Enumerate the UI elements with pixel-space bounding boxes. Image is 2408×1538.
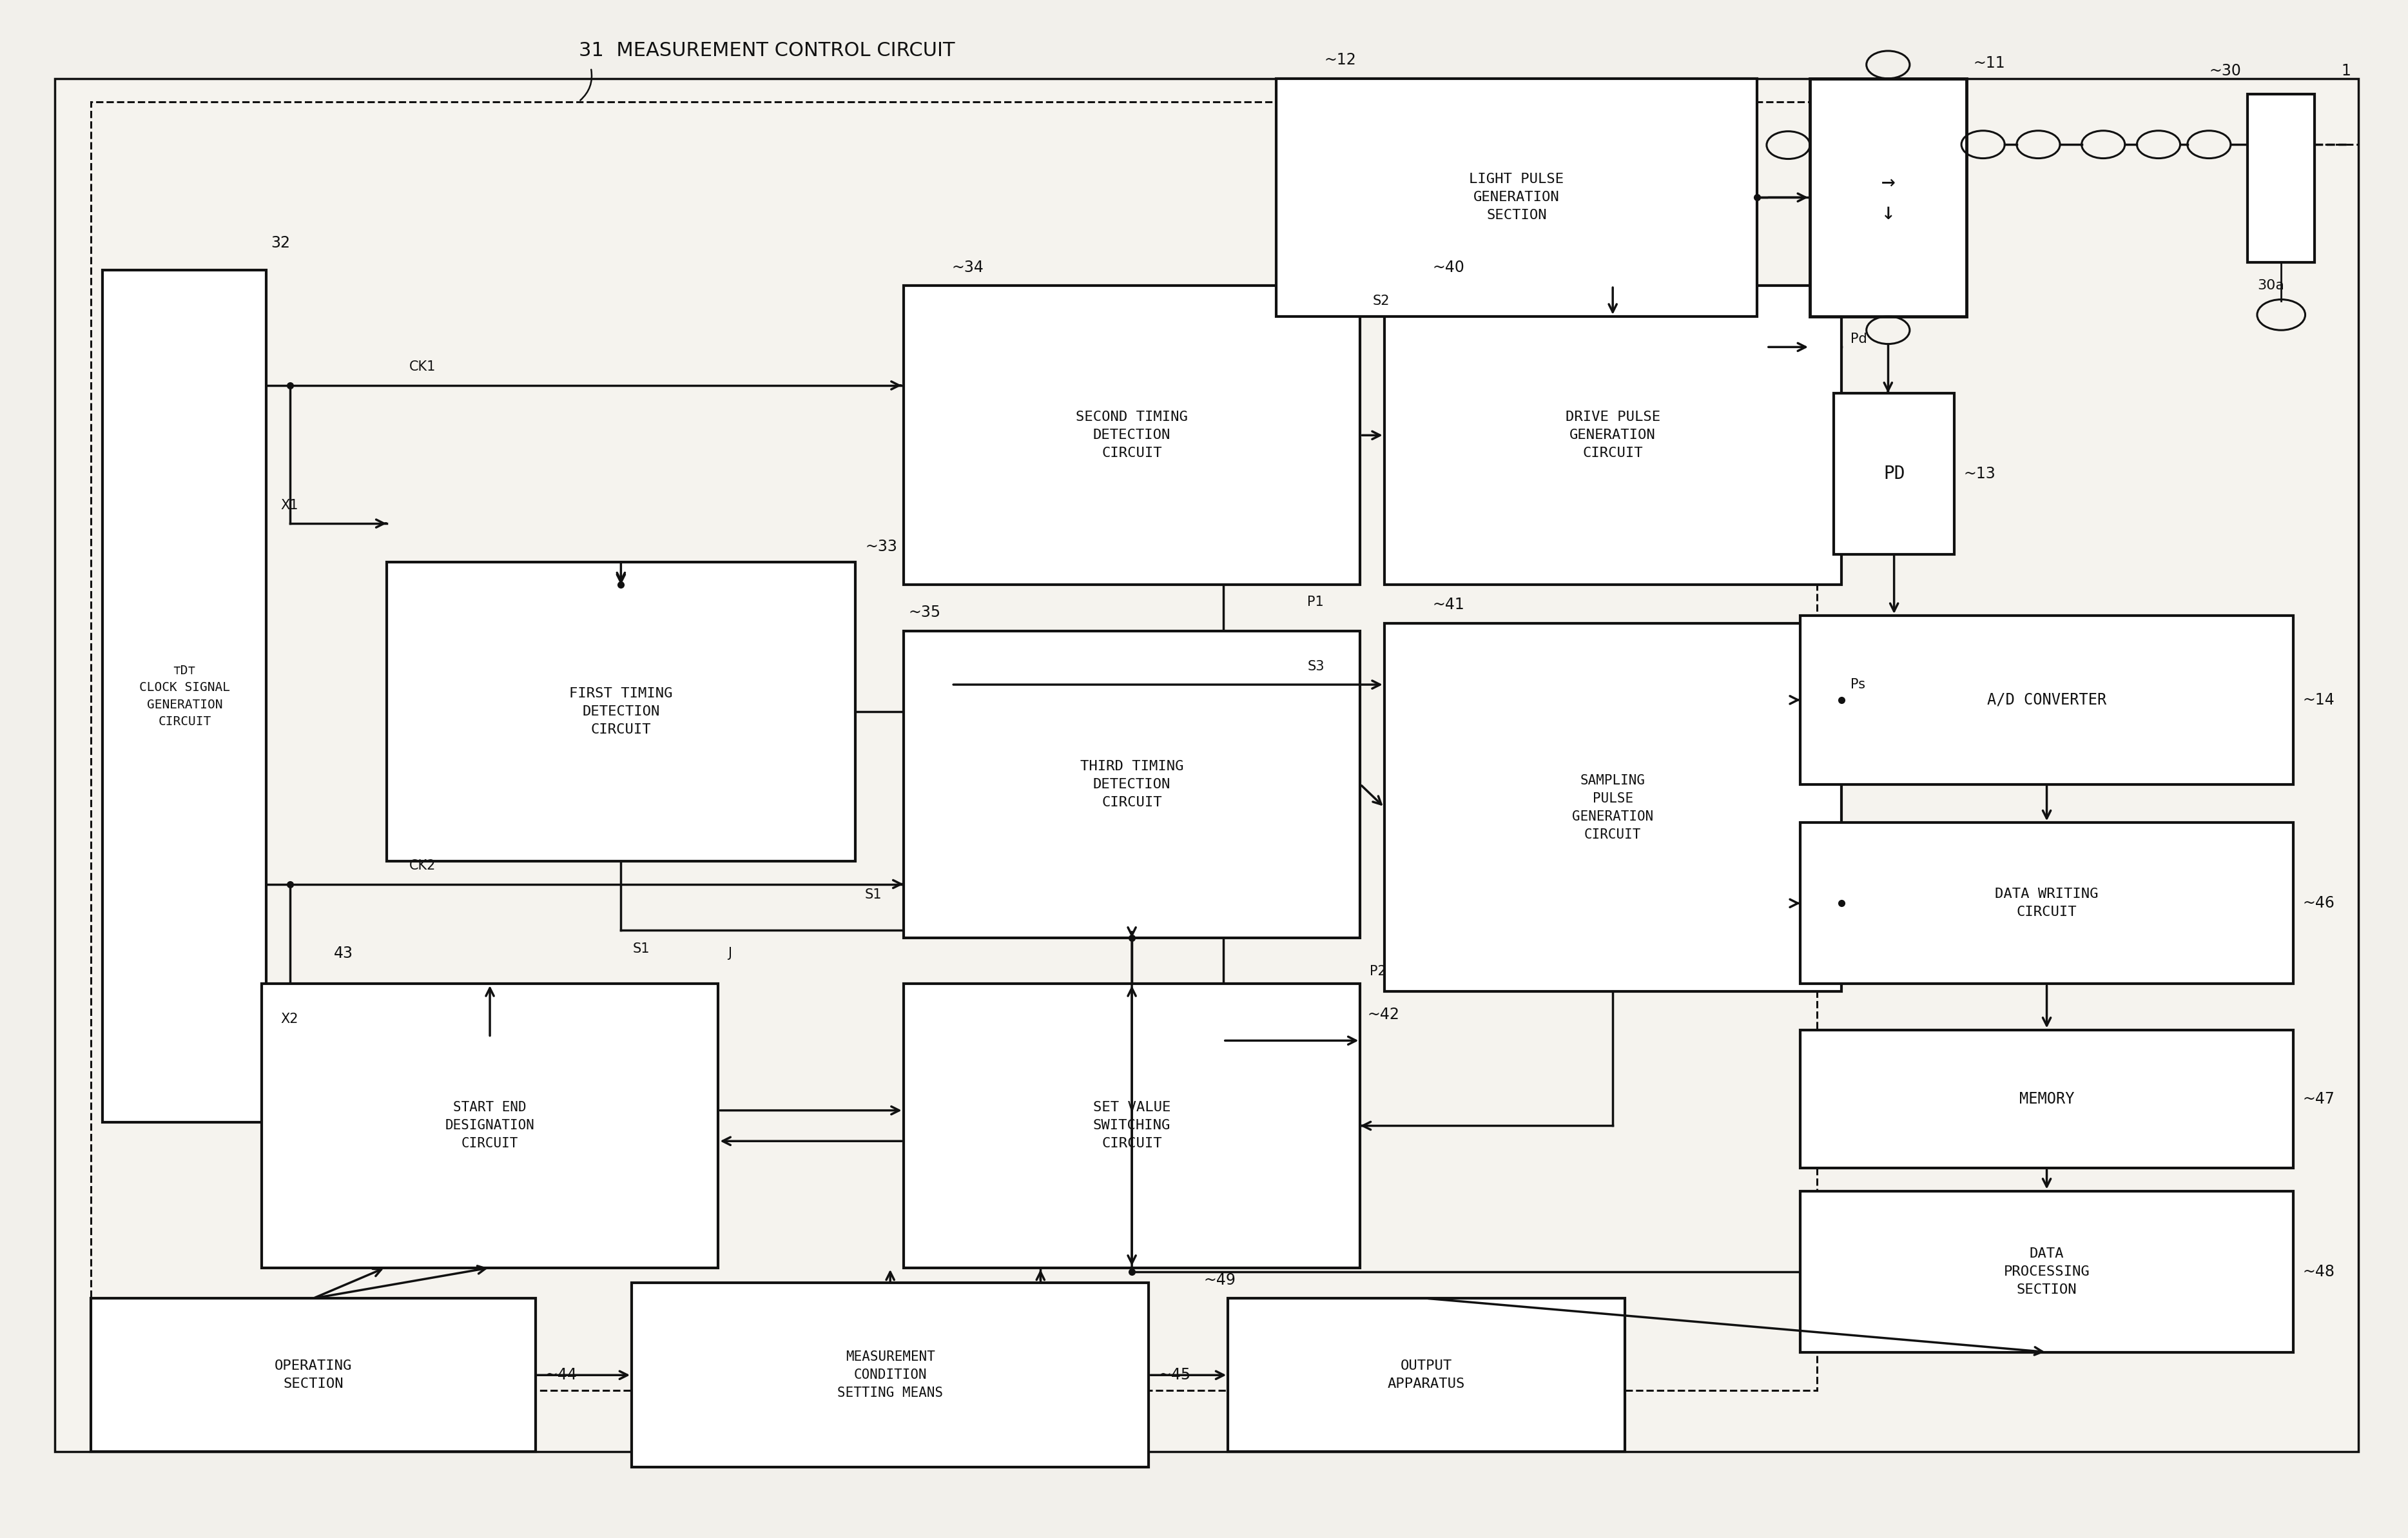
Text: Pd: Pd <box>1852 332 1866 346</box>
Text: P2: P2 <box>1370 966 1387 978</box>
Bar <box>1228 1298 1625 1452</box>
Bar <box>1801 615 2292 784</box>
Text: →
↓: → ↓ <box>1881 171 1895 223</box>
Text: THIRD TIMING
DETECTION
CIRCUIT: THIRD TIMING DETECTION CIRCUIT <box>1081 760 1185 809</box>
Text: OUTPUT
APPARATUS: OUTPUT APPARATUS <box>1387 1360 1464 1390</box>
Text: DRIVE PULSE
GENERATION
CIRCUIT: DRIVE PULSE GENERATION CIRCUIT <box>1565 411 1659 460</box>
Bar <box>104 271 267 1121</box>
Bar <box>2247 94 2314 263</box>
Text: ~35: ~35 <box>908 604 942 620</box>
Text: ~47: ~47 <box>2302 1090 2336 1107</box>
Text: P1: P1 <box>1308 595 1324 608</box>
Text: SET VALUE
SWITCHING
CIRCUIT: SET VALUE SWITCHING CIRCUIT <box>1093 1101 1170 1150</box>
Text: ~42: ~42 <box>1368 1007 1399 1023</box>
Text: 30a: 30a <box>2256 280 2285 292</box>
Bar <box>1276 78 1758 317</box>
Bar <box>1811 78 1967 317</box>
Text: OPERATING
SECTION: OPERATING SECTION <box>275 1360 352 1390</box>
Bar <box>631 1283 1149 1467</box>
Text: LIGHT PULSE
GENERATION
SECTION: LIGHT PULSE GENERATION SECTION <box>1469 172 1563 221</box>
Text: ~12: ~12 <box>1324 52 1356 68</box>
Bar <box>903 631 1361 938</box>
Text: X1: X1 <box>282 498 299 512</box>
Text: ~46: ~46 <box>2302 895 2336 910</box>
Text: ~49: ~49 <box>1204 1272 1235 1287</box>
Text: SAMPLING
PULSE
GENERATION
CIRCUIT: SAMPLING PULSE GENERATION CIRCUIT <box>1572 774 1654 841</box>
Text: ~14: ~14 <box>2302 692 2336 707</box>
Text: ~44: ~44 <box>544 1367 578 1383</box>
Bar <box>92 102 1818 1390</box>
Text: X2: X2 <box>282 1012 299 1026</box>
Bar <box>388 561 855 861</box>
Text: ~40: ~40 <box>1433 260 1464 275</box>
Bar <box>1385 286 1842 584</box>
Text: ~34: ~34 <box>951 260 985 275</box>
Text: MEASUREMENT
CONDITION
SETTING MEANS: MEASUREMENT CONDITION SETTING MEANS <box>838 1350 944 1400</box>
Text: ~33: ~33 <box>864 538 898 554</box>
Bar <box>55 78 2357 1452</box>
Bar <box>262 984 718 1267</box>
Text: Ps: Ps <box>1852 678 1866 691</box>
Text: ~30: ~30 <box>2208 63 2242 78</box>
Text: ⊤D⊤
CLOCK SIGNAL
GENERATION
CIRCUIT: ⊤D⊤ CLOCK SIGNAL GENERATION CIRCUIT <box>140 664 231 727</box>
Text: 31  MEASUREMENT CONTROL CIRCUIT: 31 MEASUREMENT CONTROL CIRCUIT <box>578 42 956 60</box>
Text: START END
DESIGNATION
CIRCUIT: START END DESIGNATION CIRCUIT <box>445 1101 535 1150</box>
Text: DATA
PROCESSING
SECTION: DATA PROCESSING SECTION <box>2003 1247 2090 1297</box>
Bar <box>1385 623 1842 992</box>
Bar <box>1801 1030 2292 1167</box>
Text: ~41: ~41 <box>1433 597 1464 612</box>
Text: A/D CONVERTER: A/D CONVERTER <box>1987 692 2107 707</box>
Text: S1: S1 <box>633 943 650 955</box>
Text: MEMORY: MEMORY <box>2020 1090 2073 1107</box>
Text: SECOND TIMING
DETECTION
CIRCUIT: SECOND TIMING DETECTION CIRCUIT <box>1076 411 1187 460</box>
Bar <box>903 286 1361 584</box>
Text: 1: 1 <box>2341 63 2350 78</box>
Text: CK1: CK1 <box>409 360 436 374</box>
Bar <box>92 1298 535 1452</box>
Text: CK2: CK2 <box>409 860 436 872</box>
Text: DATA WRITING
CIRCUIT: DATA WRITING CIRCUIT <box>1994 887 2097 918</box>
Text: S1: S1 <box>864 889 881 901</box>
Text: ~45: ~45 <box>1158 1367 1190 1383</box>
Bar <box>1835 394 1955 554</box>
Text: 43: 43 <box>335 946 354 961</box>
Text: FIRST TIMING
DETECTION
CIRCUIT: FIRST TIMING DETECTION CIRCUIT <box>568 687 672 737</box>
Text: ~11: ~11 <box>1975 55 2006 71</box>
Text: PD: PD <box>1883 464 1905 483</box>
Bar <box>903 984 1361 1267</box>
Bar <box>1801 1190 2292 1352</box>
Text: ~13: ~13 <box>1965 466 1996 481</box>
Text: J: J <box>727 947 732 960</box>
Text: S3: S3 <box>1308 660 1324 672</box>
Text: 32: 32 <box>272 235 291 251</box>
Bar <box>1801 823 2292 984</box>
Text: ~48: ~48 <box>2302 1264 2336 1280</box>
Text: S2: S2 <box>1373 295 1389 308</box>
